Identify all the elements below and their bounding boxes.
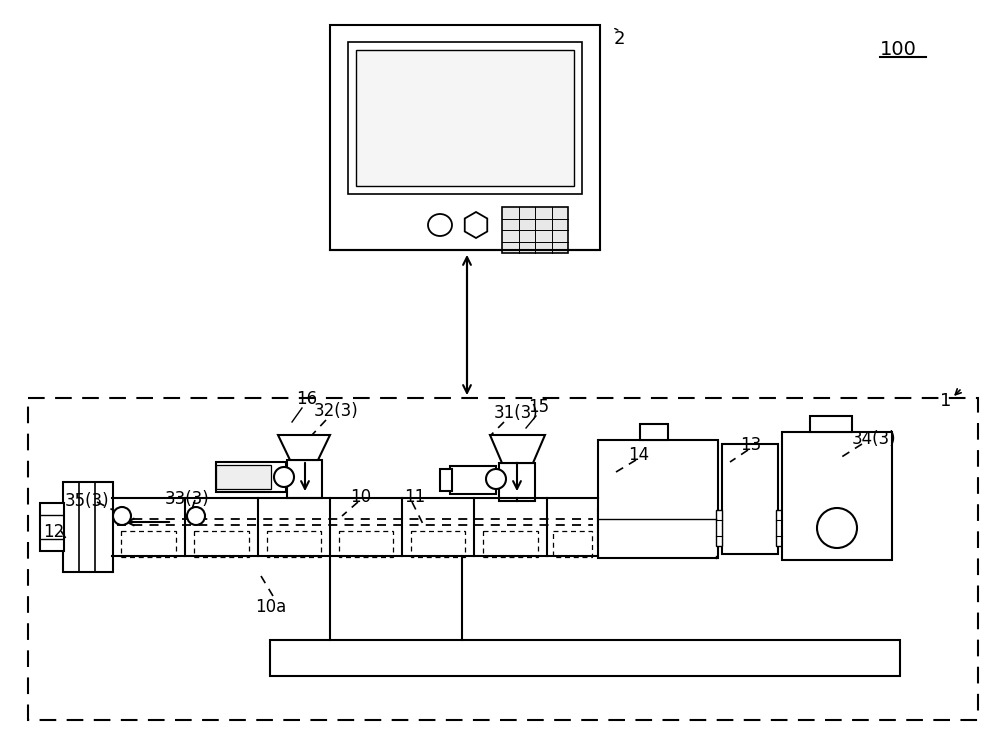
Bar bbox=[644, 505, 672, 549]
Bar bbox=[450, 466, 496, 494]
Text: 31(3): 31(3) bbox=[494, 404, 539, 422]
Bar bbox=[650, 514, 666, 540]
Bar bbox=[483, 531, 538, 557]
Text: 16: 16 bbox=[296, 390, 317, 408]
Bar bbox=[640, 424, 668, 440]
Text: 15: 15 bbox=[528, 398, 549, 416]
Bar bbox=[356, 50, 574, 186]
Circle shape bbox=[113, 507, 131, 525]
Bar bbox=[40, 503, 64, 551]
Bar bbox=[499, 463, 535, 501]
Bar bbox=[776, 510, 782, 546]
Circle shape bbox=[274, 467, 294, 487]
Bar bbox=[330, 25, 600, 250]
Text: 14: 14 bbox=[628, 446, 649, 464]
Text: 2: 2 bbox=[614, 30, 626, 48]
Text: 32(3): 32(3) bbox=[314, 402, 359, 420]
Bar bbox=[28, 398, 978, 720]
Bar bbox=[411, 531, 465, 557]
Text: 35(3): 35(3) bbox=[65, 492, 110, 510]
Text: 33(3): 33(3) bbox=[165, 490, 210, 508]
Text: 10a: 10a bbox=[255, 598, 286, 616]
Bar bbox=[782, 432, 892, 560]
Bar bbox=[63, 482, 113, 572]
Circle shape bbox=[817, 508, 857, 548]
Ellipse shape bbox=[428, 214, 452, 236]
Bar bbox=[194, 531, 249, 557]
Bar bbox=[287, 460, 322, 498]
Bar bbox=[267, 531, 321, 557]
Text: 1: 1 bbox=[940, 392, 951, 410]
Polygon shape bbox=[490, 435, 545, 463]
Bar bbox=[553, 531, 592, 557]
Bar bbox=[348, 42, 582, 194]
Text: 100: 100 bbox=[880, 40, 917, 59]
Bar bbox=[440, 469, 452, 491]
Bar bbox=[502, 207, 568, 253]
Bar bbox=[722, 444, 778, 554]
Text: 13: 13 bbox=[740, 436, 761, 454]
Bar bbox=[598, 509, 644, 545]
Bar bbox=[121, 531, 176, 557]
Bar bbox=[598, 440, 718, 558]
Text: 12: 12 bbox=[43, 523, 64, 541]
Bar bbox=[716, 510, 722, 546]
Polygon shape bbox=[278, 435, 330, 460]
Bar bbox=[216, 465, 271, 489]
Circle shape bbox=[486, 469, 506, 489]
Text: 34(3): 34(3) bbox=[852, 430, 897, 448]
Bar bbox=[270, 640, 900, 676]
Text: 10: 10 bbox=[350, 488, 371, 506]
Bar bbox=[810, 416, 852, 432]
Bar bbox=[339, 531, 393, 557]
Circle shape bbox=[187, 507, 205, 525]
Bar bbox=[216, 462, 286, 492]
Text: 11: 11 bbox=[404, 488, 425, 506]
